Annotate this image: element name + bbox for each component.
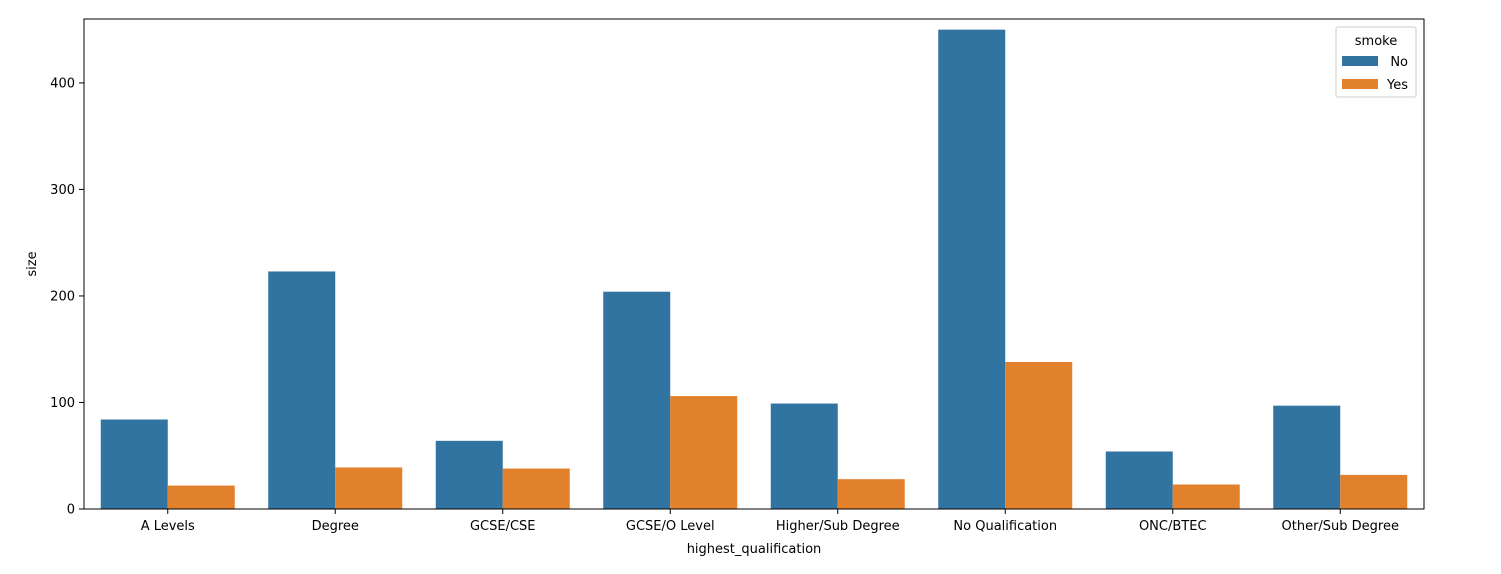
x-axis-label: highest_qualification	[687, 542, 822, 557]
y-axis-label: size	[25, 251, 40, 276]
x-axis: A Levels Degree GCSE/CSE GCSE/O Level Higher…	[141, 509, 1399, 534]
bar-yes-2	[502, 468, 570, 509]
bar-yes-5	[1005, 362, 1073, 509]
x-tick-label: A Levels	[141, 519, 195, 534]
y-axis: 0 100 200 300 400	[50, 76, 84, 518]
legend: smoke No Yes	[1335, 26, 1417, 98]
y-tick-label: 0	[67, 503, 75, 518]
x-tick-label: Higher/Sub Degree	[776, 519, 900, 534]
bar-no-2	[435, 440, 503, 509]
bar-no-4	[770, 403, 838, 509]
legend-label-no: No	[1390, 55, 1408, 70]
bar-yes-7	[1340, 474, 1408, 509]
bar-yes-0	[167, 485, 235, 509]
bars-layer	[100, 29, 1408, 510]
bar-no-6	[1105, 451, 1173, 509]
legend-title: smoke	[1355, 34, 1397, 49]
bar-no-7	[1273, 405, 1341, 509]
bar-yes-3	[670, 396, 738, 509]
bar-yes-6	[1172, 484, 1240, 509]
bar-no-1	[268, 271, 336, 509]
x-tick-label: No Qualification	[953, 519, 1057, 534]
y-tick-label: 100	[50, 396, 75, 411]
plot-frame	[83, 18, 1425, 510]
y-tick-label: 200	[50, 289, 75, 304]
bar-no-3	[603, 291, 671, 509]
legend-swatch-no	[1342, 56, 1378, 66]
x-tick-label: Other/Sub Degree	[1282, 519, 1399, 534]
legend-swatch-yes	[1342, 79, 1378, 89]
x-tick-label: Degree	[312, 519, 359, 534]
y-tick-label: 400	[50, 76, 75, 91]
x-tick-label: ONC/BTEC	[1139, 519, 1207, 534]
legend-label-yes: Yes	[1386, 78, 1408, 93]
bar-yes-4	[837, 479, 905, 509]
x-tick-label: GCSE/O Level	[626, 519, 715, 534]
bar-yes-1	[335, 467, 403, 509]
bar-no-0	[100, 419, 168, 509]
y-tick-label: 300	[50, 183, 75, 198]
bar-no-5	[938, 29, 1006, 510]
x-tick-label: GCSE/CSE	[470, 519, 536, 534]
